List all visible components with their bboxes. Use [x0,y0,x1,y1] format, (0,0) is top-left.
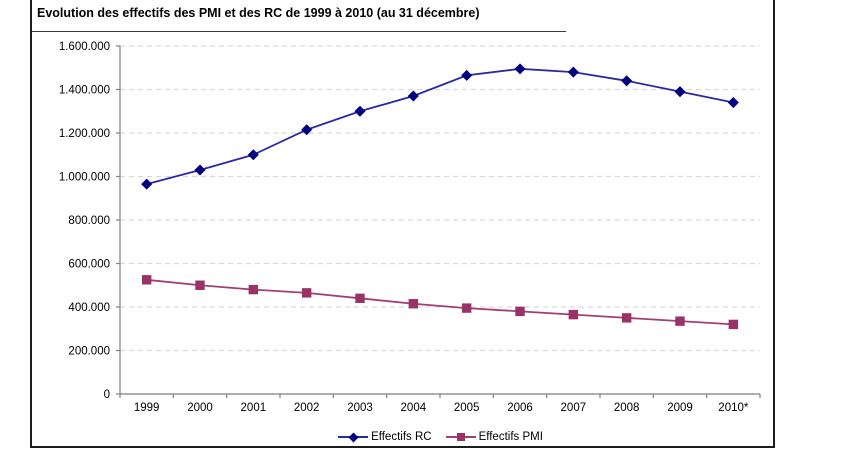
x-tick-label: 2006 [507,402,533,414]
data-point-diamond [567,66,579,78]
data-point-diamond [727,97,739,109]
data-point-square [355,293,365,304]
data-point-square [195,280,205,290]
legend-diamond-marker-icon [338,432,369,442]
data-point-square [141,275,152,285]
data-point-diamond [514,63,526,75]
x-tick-label: 2009 [667,402,693,414]
y-tick-label: 1.000.000 [59,172,110,184]
y-tick-label: 1.400.000 [59,85,110,97]
x-tick-label: 2008 [614,402,640,414]
y-tick-label: 400.000 [68,302,110,314]
x-tick-label: 2001 [241,402,267,414]
data-point-square [408,299,419,309]
figure-box: Evolution des effectifs des PMI et des R… [30,0,775,448]
data-point-diamond [674,86,686,98]
x-tick-label: 2005 [454,402,480,414]
x-tick-label: 1999 [134,402,160,414]
title-divider [32,31,566,32]
data-point-diamond [141,178,153,190]
y-tick-label: 0 [104,389,110,401]
data-point-square [515,306,525,317]
data-point-square [621,313,632,323]
legend-square-marker-icon [445,432,476,442]
data-point-diamond [354,105,366,117]
chart-legend: Effectifs RC Effectifs PMI [32,431,773,443]
data-point-square [461,303,472,313]
chart-canvas: 0 200.000 400.000 600.000 800.000 1.000.000 1.… [59,41,761,414]
y-tick-label: 800.000 [68,215,110,227]
legend-item: Effectifs PMI [445,431,543,443]
legend-label: Effectifs PMI [478,431,543,443]
x-tick-label: 2004 [401,402,427,414]
data-point-diamond [407,90,419,102]
data-point-diamond [301,124,313,136]
data-point-square [248,284,259,295]
legend-label: Effectifs RC [371,431,432,443]
data-point-square [568,309,579,320]
series-line-square [146,278,734,326]
x-tick-label: 2010* [718,402,749,414]
legend-item: Effectifs RC [338,431,432,443]
x-tick-label: 2000 [187,402,213,414]
data-point-diamond [247,149,259,161]
data-point-square [728,319,739,330]
data-point-diamond [461,69,473,81]
x-tick-label: 2007 [561,402,587,414]
data-point-diamond [194,164,206,176]
y-tick-label: 1.200.000 [59,128,110,140]
y-tick-label: 200.000 [68,346,110,358]
x-tick-label: 2003 [347,402,373,414]
y-tick-label: 600.000 [68,259,110,271]
series-line-diamond [146,67,734,185]
x-tick-label: 2002 [294,402,320,414]
chart-title: Evolution des effectifs des PMI et des R… [37,6,480,20]
data-point-diamond [621,75,633,87]
data-point-square [301,288,312,298]
data-point-square [675,316,685,326]
y-tick-label: 1.600.000 [59,41,110,53]
